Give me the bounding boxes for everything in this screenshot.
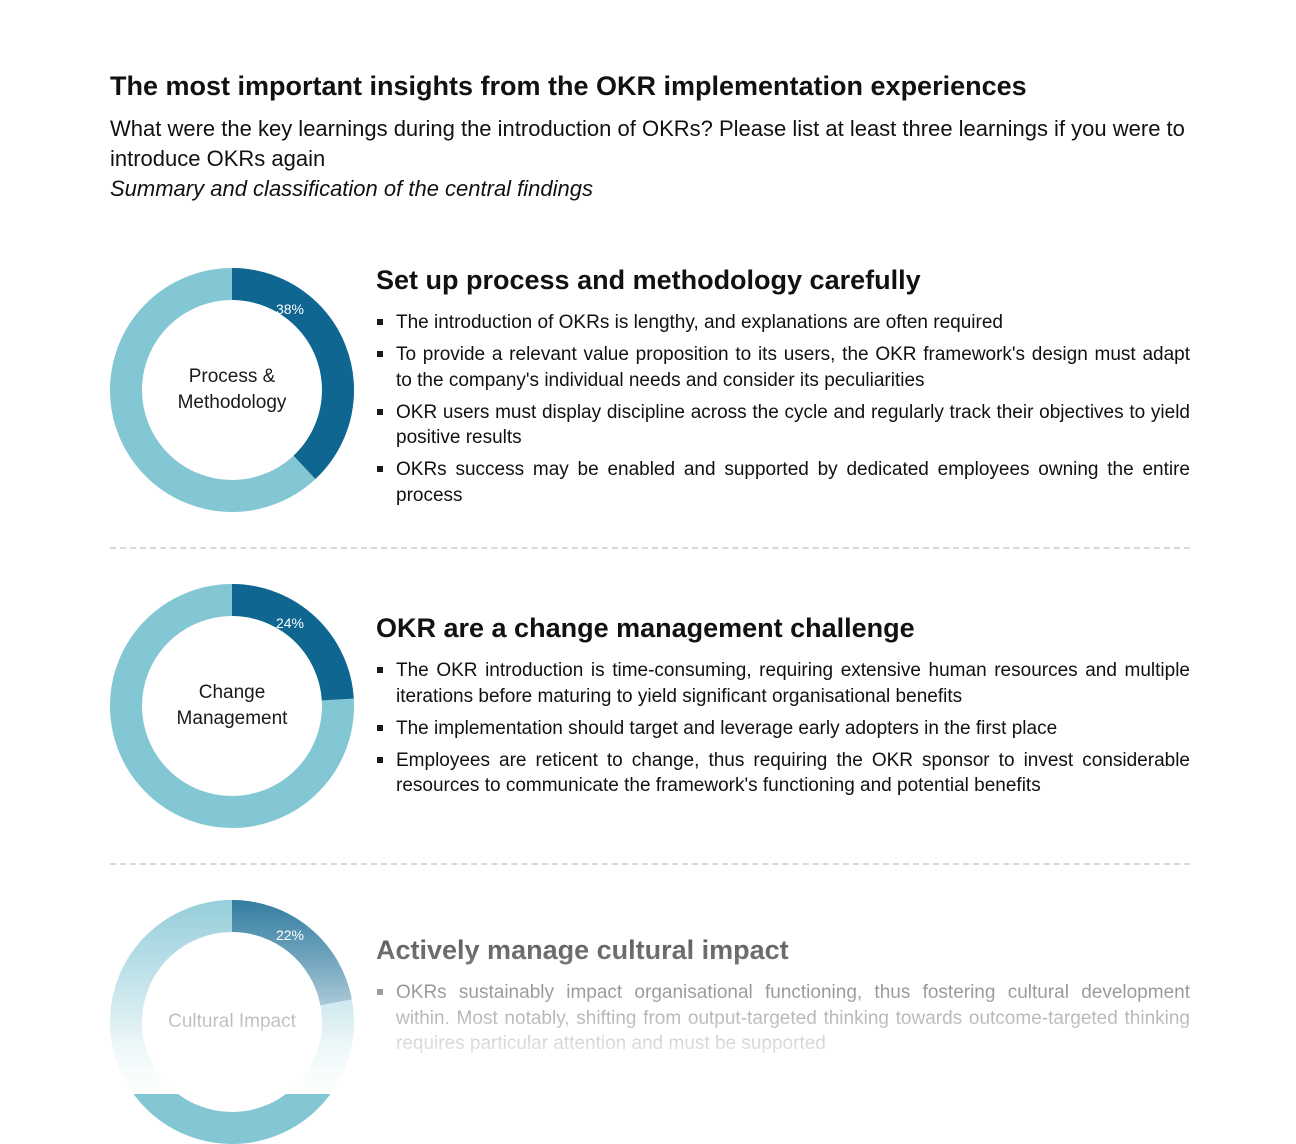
insight-bullet-list: The OKR introduction is time-consuming, …: [376, 658, 1190, 799]
bullet-item: OKRs sustainably impact organisational f…: [376, 980, 1190, 1057]
donut-center-label: Change Management: [142, 584, 322, 828]
insight-content: Set up process and methodology carefully…: [376, 262, 1190, 515]
bullet-item: OKR users must display discipline across…: [376, 400, 1190, 451]
donut-label-line: Management: [176, 708, 288, 729]
bullet-item: The introduction of OKRs is lengthy, and…: [376, 310, 1190, 336]
insight-content: OKR are a change management challenge Th…: [376, 610, 1190, 805]
insight-content: Actively manage cultural impact OKRs sus…: [376, 932, 1190, 1063]
survey-question: What were the key learnings during the i…: [110, 116, 1185, 171]
donut-percent-label: 38%: [275, 301, 305, 317]
donut-svg: [110, 268, 354, 512]
donut-label-line: Cultural Impact: [168, 1011, 296, 1032]
donut-chart-culture: 22% Cultural Impact: [110, 900, 354, 1144]
donut-svg: [110, 584, 354, 828]
donut-center-label: Cultural Impact: [142, 900, 322, 1144]
donut-chart-process: 38% Process & Methodology: [110, 268, 354, 512]
insight-heading: Actively manage cultural impact: [376, 935, 789, 965]
bullet-item: To provide a relevant value proposition …: [376, 342, 1190, 393]
insight-bullet-list: OKRs sustainably impact organisational f…: [376, 980, 1190, 1057]
insight-bullet-list: The introduction of OKRs is lengthy, and…: [376, 310, 1190, 508]
donut-segment: [110, 268, 354, 512]
donut-label-line: Change: [198, 682, 266, 703]
donut-label-line: Process &: [188, 366, 276, 387]
page-title: The most important insights from the OKR…: [110, 71, 1027, 101]
donut-percent-label: 24%: [275, 615, 305, 631]
donut-center-label: Process & Methodology: [142, 268, 322, 512]
donut-segment: [110, 584, 354, 828]
page-header: The most important insights from the OKR…: [110, 68, 1195, 204]
bullet-item: The OKR introduction is time-consuming, …: [376, 658, 1190, 709]
bullet-item: Employees are reticent to change, thus r…: [376, 748, 1190, 799]
insight-heading: OKR are a change management challenge: [376, 613, 915, 643]
donut-chart-change: 24% Change Management: [110, 584, 354, 828]
insight-heading: Set up process and methodology carefully: [376, 265, 921, 295]
summary-subtitle: Summary and classification of the centra…: [110, 176, 594, 201]
bullet-item: The implementation should target and lev…: [376, 716, 1190, 742]
bullet-item: OKRs success may be enabled and supporte…: [376, 457, 1190, 508]
section-divider: [110, 863, 1190, 865]
donut-label-line: Methodology: [177, 392, 287, 413]
section-divider: [110, 547, 1190, 549]
